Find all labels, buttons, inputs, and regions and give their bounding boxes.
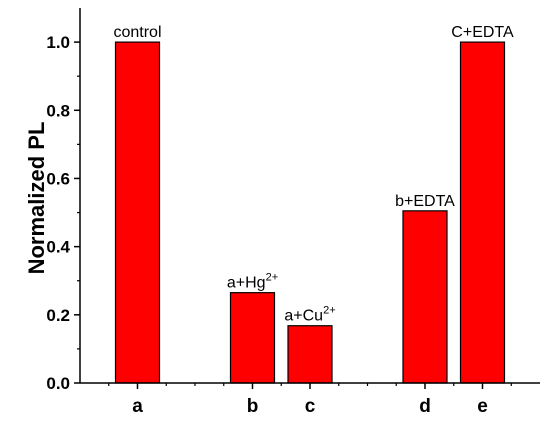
y-tick-label: 0.4 [46, 238, 70, 257]
y-tick-label: 0.0 [46, 374, 70, 393]
x-tick-label: b [247, 396, 259, 417]
y-tick-label: 0.2 [46, 306, 70, 325]
x-tick-label: c [305, 396, 316, 417]
y-tick-label: 0.8 [46, 101, 70, 120]
bar-annotation: control [113, 24, 161, 41]
x-tick-label: e [477, 396, 488, 417]
bar-annotation: a+Cu2+ [284, 305, 335, 325]
bar-a [114, 41, 161, 384]
axes: a b c d e 0.0 0.2 0.4 0.6 0.8 1.0 [46, 8, 540, 417]
y-axis-title: Normalized PL [24, 122, 49, 275]
x-tick-label: a [132, 396, 143, 417]
bar-d [402, 210, 448, 384]
bars: control a+Hg2+ a+Cu2+ b+EDTA C+EDTA [113, 24, 514, 384]
x-tick-label: d [419, 396, 431, 417]
bar-annotation: b+EDTA [395, 193, 455, 210]
bar-e [459, 41, 506, 384]
bar-b [229, 292, 276, 384]
bar-annotation: C+EDTA [451, 24, 514, 41]
bar-c [287, 325, 333, 384]
y-tick-label: 1.0 [46, 33, 70, 52]
bar-annotation: a+Hg2+ [227, 272, 278, 292]
y-tick-label: 0.6 [46, 169, 70, 188]
